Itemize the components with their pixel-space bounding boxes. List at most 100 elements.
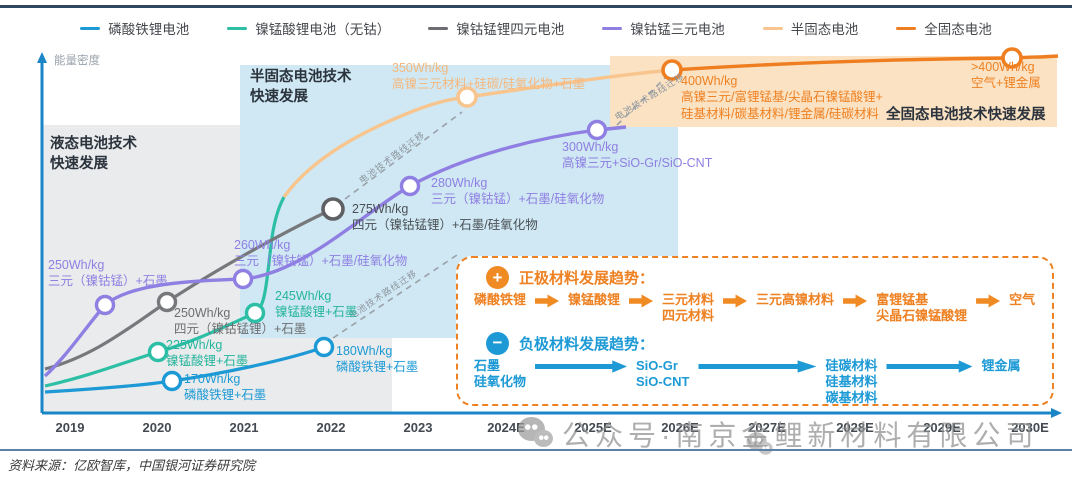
legend-label: 半固态电池 (790, 22, 859, 37)
x-tick-2022: 2022 (316, 420, 346, 435)
anode-item-line1: 硅碳材料 (825, 357, 878, 373)
cathode-item: 镍锰酸锂 (568, 292, 621, 307)
anode-item-line3: 碳基材料 (825, 390, 878, 405)
annotation-material: 空气+锂金属 (971, 76, 1041, 91)
wechat-icon-secondary (746, 432, 774, 458)
annotation-value: 250Wh/kg (48, 258, 105, 272)
arrow-right-icon (629, 294, 654, 308)
semisolid-region-label-line1: 半固态电池技术 (250, 69, 352, 85)
anode-item-line1: SiO-Gr (636, 357, 678, 373)
y-axis-label: 能量密度 (54, 55, 100, 67)
cathode-item-line1: 富锂锰基 (876, 292, 929, 307)
annotation-400plus: >400Wh/kg 空气+锂金属 (971, 59, 1041, 92)
x-tick-2023: 2023 (403, 420, 433, 435)
x-tick-2030e: 2030E (1011, 420, 1049, 435)
x-tick-2020: 2020 (142, 420, 172, 435)
annotation-material: 硅基材料/碳基材料/锂金属/硅碳材料 (681, 106, 879, 121)
plus-icon: + (486, 266, 509, 289)
annotation-value: 180Wh/kg (336, 344, 393, 358)
annotation-400: 400Wh/kg 高镍三元/富锂锰基/尖晶石镍锰酸锂+ 硅基材料/碳基材料/锂金属/… (681, 73, 883, 122)
watermark-text: 公众号·南京金鲤新材料有限公司 (562, 420, 1039, 451)
annotation-value: 245Wh/kg (275, 289, 332, 303)
x-tick-2024e: 2024E (487, 420, 525, 435)
arrow-right-icon (535, 360, 628, 373)
material-trend-box: + 正极材料发展趋势： 磷酸铁锂 镍锰酸锂 三元材料 四元材料 三元高镍材料 富锂… (456, 256, 1054, 406)
x-tick-2028e: 2028E (836, 420, 874, 435)
wechat-bubble-icon (518, 417, 545, 441)
footer-rule (0, 449, 1072, 451)
solidstate-region-label: 全固态电池技术快速发展 (886, 107, 1046, 123)
annotation-245: 245Wh/kg 镍锰酸锂+石墨 (275, 288, 357, 321)
annotation-material: 高镍三元材料+硅碳/硅氧化物+石墨 (392, 77, 586, 92)
arrow-right-icon (886, 360, 973, 373)
annotation-value: 260Wh/kg (234, 238, 291, 252)
annotation-value: 250Wh/kg (174, 306, 231, 320)
annotation-value: 275Wh/kg (352, 202, 409, 216)
annotation-275: 275Wh/kg 四元（镍钴锰锂）+石墨/硅氧化物 (352, 201, 538, 234)
annotation-value: >400Wh/kg (971, 60, 1035, 74)
arrow-right-icon (723, 294, 748, 308)
legend-item-lfp: 磷酸铁锂电池 (80, 18, 189, 38)
x-tick-2025e: 2025E (574, 420, 612, 435)
annotation-material: 磷酸铁锂+石墨 (336, 360, 419, 375)
cathode-item: 空气 (1009, 292, 1036, 307)
minus-icon: − (486, 331, 509, 355)
anode-trend-chain: 石墨 硅氧化物 SiO-Gr SiO-CNT 硅碳材料 硅基材料 碳基材料 锂金属 (474, 358, 1038, 407)
annotation-300: 300Wh/kg 高镍三元+SiO-Gr/SiO-CNT (562, 139, 712, 172)
legend-item-lnmo: 镍锰酸锂电池（无钴） (227, 18, 390, 38)
annotation-material: 三元（镍钴锰）+石墨/硅氧化物 (431, 192, 605, 207)
anode-item-line2: 硅基材料 (825, 373, 878, 389)
wechat-bubble-small-icon (758, 442, 773, 455)
legend-item-solidstate: 全固态电池 (896, 18, 992, 38)
x-tick-2021: 2021 (229, 420, 259, 435)
top-rule (0, 5, 1072, 8)
y-axis-arrow-icon (37, 52, 47, 63)
x-tick-2026e: 2026E (661, 420, 699, 435)
annotation-250-quaternary: 250Wh/kg 四元（镍钴锰锂）+石墨 (174, 305, 306, 338)
annotation-material: 三元（镍钴锰）+石墨/硅氧化物 (234, 254, 408, 269)
legend-swatch-quaternary (428, 26, 449, 30)
semisolid-region-label: 半固态电池技术 快速发展 (250, 68, 352, 107)
annotation-value: 350Wh/kg (392, 61, 449, 75)
legend-item-ternary: 镍钴锰三元电池 (602, 18, 725, 38)
cathode-item: 磷酸铁锂 (474, 292, 527, 307)
cathode-item-line2: 四元材料 (662, 308, 715, 324)
legend-label: 镍钴锰锂四元电池 (456, 22, 565, 37)
liquid-region-label: 液态电池技术 快速发展 (50, 135, 137, 174)
annotation-value: 400Wh/kg (681, 74, 738, 88)
anode-item: 锂金属 (981, 357, 1021, 373)
legend-label: 镍锰酸锂电池（无钴） (255, 22, 391, 37)
legend-item-semisolid: 半固态电池 (762, 18, 859, 38)
anode-item: SiO-Gr SiO-CNT (636, 358, 689, 391)
x-tick-2019: 2019 (55, 420, 85, 435)
chart-legend: 磷酸铁锂电池 镍锰酸锂电池（无钴） 镍钴锰锂四元电池 镍钴锰三元电池 半固态电池… (0, 18, 1072, 38)
arrow-right-icon (976, 294, 1001, 308)
annotation-260: 260Wh/kg 三元（镍钴锰）+石墨/硅氧化物 (234, 237, 407, 270)
legend-item-quaternary: 镍钴锰锂四元电池 (428, 18, 564, 38)
cathode-item-line2: 尖晶石镍锰酸锂 (876, 308, 968, 324)
legend-swatch-ternary (602, 26, 623, 30)
annotation-170: 170Wh/kg 磷酸铁锂+石墨 (184, 371, 266, 404)
arrow-right-icon (698, 360, 817, 373)
arrow-right-icon (843, 294, 868, 308)
annotation-material: 四元（镍钴锰锂）+石墨/硅氧化物 (352, 218, 538, 233)
source-note: 资料来源：亿欧智库，中国银河证券研究院 (8, 458, 256, 473)
legend-swatch-solidstate (896, 26, 917, 30)
liquid-region-label-line1: 液态电池技术 (50, 136, 137, 152)
legend-label: 磷酸铁锂电池 (108, 22, 190, 37)
x-axis-arrow-icon (1051, 408, 1062, 418)
annotation-material: 四元（镍钴锰锂）+石墨 (174, 322, 307, 337)
anode-item-line2: 硅氧化物 (474, 373, 527, 389)
cathode-item: 三元高镍材料 (756, 292, 835, 307)
x-tick-2029e: 2029E (923, 420, 961, 435)
arrow-right-icon (535, 294, 560, 308)
cathode-title-row: + 正极材料发展趋势： (486, 266, 1038, 289)
annotation-material: 镍锰酸锂+石墨 (166, 354, 249, 369)
annotation-material: 高镍三元/富锂锰基/尖晶石镍锰酸锂+ (681, 90, 883, 105)
anode-title-row: − 负极材料发展趋势： (486, 331, 1038, 355)
annotation-280: 280Wh/kg 三元（镍钴锰）+石墨/硅氧化物 (431, 175, 604, 208)
annotation-250-ternary: 250Wh/kg 三元（镍钴锰）+石墨 (48, 257, 168, 290)
legend-label: 镍钴锰三元电池 (630, 22, 725, 37)
annotation-value: 170Wh/kg (184, 372, 241, 386)
